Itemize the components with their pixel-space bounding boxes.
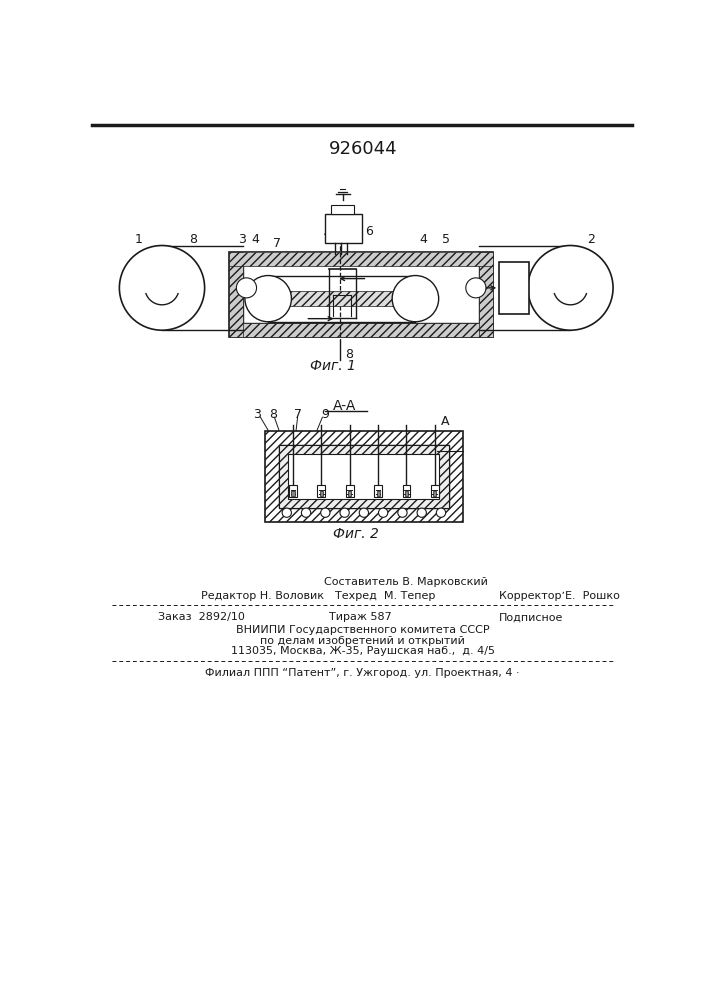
Bar [499,262,529,314]
Circle shape [282,508,291,517]
Circle shape [301,508,310,517]
Bar [279,445,449,508]
Text: Техред  М. Тепер: Техред М. Тепер [335,591,436,601]
Text: A-A: A-A [332,399,356,413]
Bar [374,485,382,497]
Bar [291,491,295,496]
Text: 4: 4 [419,233,427,246]
Text: 4: 4 [251,233,259,246]
Text: Подписное: Подписное [499,612,563,622]
Text: Заказ  2892/10: Заказ 2892/10 [158,612,245,622]
Bar [479,252,493,337]
Text: Составитель В. Марковский: Составитель В. Марковский [325,577,488,587]
Bar [265,431,462,522]
Text: 8: 8 [346,348,354,361]
Text: +: + [152,276,172,300]
Bar [331,205,354,214]
Bar [377,491,380,496]
Bar [243,252,479,323]
Bar [230,252,493,266]
Bar [230,252,493,337]
Circle shape [417,508,426,517]
Text: 7: 7 [273,237,281,250]
Bar [279,445,449,508]
Text: +: + [471,281,481,294]
Circle shape [392,276,438,322]
Text: А: А [325,225,333,238]
Bar [346,485,354,497]
Text: 1: 1 [135,233,143,246]
Text: 6: 6 [365,225,373,238]
Bar [402,485,410,497]
Text: А: А [440,415,449,428]
Bar [405,491,408,496]
Text: 3: 3 [238,233,246,246]
Bar [288,454,440,499]
Text: Тираж 587: Тираж 587 [329,612,392,622]
Circle shape [528,246,613,330]
Text: Редактор Н. Воловик: Редактор Н. Воловик [201,591,324,601]
Bar [243,254,479,323]
Text: ВНИИПИ Государственного комитета СССР: ВНИИПИ Государственного комитета СССР [236,625,489,635]
Circle shape [436,508,445,517]
Text: 113035, Москва, Ж-35, Раушская наб.,  д. 4/5: 113035, Москва, Ж-35, Раушская наб., д. … [230,646,495,656]
Text: 7: 7 [293,408,302,421]
Bar [279,445,449,508]
Text: Фиг. 2: Фиг. 2 [333,527,379,541]
Text: +: + [261,290,276,308]
Bar [320,491,323,496]
Text: 3: 3 [253,408,262,421]
Text: 8: 8 [269,408,277,421]
Bar [317,485,325,497]
Text: по делам изобретений и открытий: по делам изобретений и открытий [260,636,465,646]
Circle shape [340,508,349,517]
Text: Филиал ППП “Патент”, г. Ужгород. ул. Проектная, 4 ·: Филиал ППП “Патент”, г. Ужгород. ул. Про… [206,668,520,678]
Circle shape [359,508,368,517]
Circle shape [119,246,204,330]
Text: +: + [408,290,423,308]
Text: 5: 5 [443,233,450,246]
Bar [268,291,416,306]
Text: +: + [561,276,580,300]
Circle shape [321,508,330,517]
Circle shape [398,508,407,517]
Circle shape [236,278,257,298]
Text: I: I [336,225,340,238]
Bar [230,252,243,337]
Circle shape [378,508,388,517]
Bar [289,485,297,497]
Circle shape [466,278,486,298]
Text: +: + [241,281,252,294]
Bar [325,214,362,243]
Text: 2: 2 [587,233,595,246]
Text: Фиг. 1: Фиг. 1 [310,359,356,373]
Circle shape [245,276,291,322]
Text: 8: 8 [189,233,197,246]
Bar [348,491,351,496]
Text: 9: 9 [321,408,329,421]
Text: КорректорʼE.  Рошко: КорректорʼE. Рошко [499,591,620,601]
Bar [433,491,436,496]
Bar [431,485,438,497]
Text: 926044: 926044 [329,140,397,158]
Bar [230,323,493,337]
